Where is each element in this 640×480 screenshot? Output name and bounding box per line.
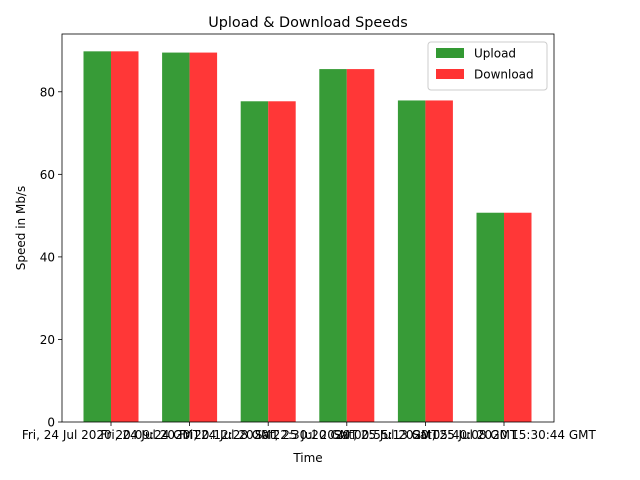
y-tick-label: 20 xyxy=(40,333,55,347)
chart-title: Upload & Download Speeds xyxy=(208,15,408,31)
bar-upload-2 xyxy=(240,101,269,422)
legend-swatch-upload xyxy=(436,48,464,58)
legend-label-download: Download xyxy=(474,68,534,82)
bar-download-0 xyxy=(111,51,139,422)
x-tick-label: Fri, 24 Jul 2020 20:12:28 GMT xyxy=(100,428,279,442)
bar-download-4 xyxy=(425,100,453,422)
y-tick-label: 40 xyxy=(40,250,55,264)
x-tick-label: Sat, 25 Jul 2020 00:55:13 GMT xyxy=(255,428,439,442)
y-axis-label: Speed in Mb/s xyxy=(14,186,28,270)
y-tick-label: 80 xyxy=(40,85,55,99)
legend-label-upload: Upload xyxy=(474,47,516,61)
bar-upload-5 xyxy=(476,212,504,422)
legend: Upload Download xyxy=(427,41,548,91)
x-tick-label: Fri, 24 Jul 2020 20:09:24 GMT xyxy=(22,428,201,442)
x-tick-label: Sat, 25 Jul 2020 15:30:44 GMT xyxy=(412,428,596,442)
x-axis-label: Time xyxy=(292,451,322,465)
bar-upload-4 xyxy=(397,100,426,422)
bar-download-1 xyxy=(189,52,218,423)
bar-upload-0 xyxy=(83,51,111,422)
y-tick-label: 0 xyxy=(47,416,55,430)
y-tick-label: 60 xyxy=(40,168,55,182)
x-tick-label: Fri, 24 Jul 2020 22:30:20 GMT xyxy=(179,428,358,442)
bars-group xyxy=(83,51,532,423)
y-axis-ticks: 0 20 40 60 80 xyxy=(40,85,62,430)
x-tick-label: Sat, 25 Jul 2020 05:40:08 GMT xyxy=(334,428,518,442)
legend-swatch-download xyxy=(436,69,464,79)
plot-frame xyxy=(61,33,555,423)
bar-download-3 xyxy=(346,69,375,422)
bar-upload-1 xyxy=(162,52,190,423)
bar-download-5 xyxy=(504,212,532,422)
bar-upload-3 xyxy=(319,69,347,422)
bar-download-2 xyxy=(268,101,296,422)
